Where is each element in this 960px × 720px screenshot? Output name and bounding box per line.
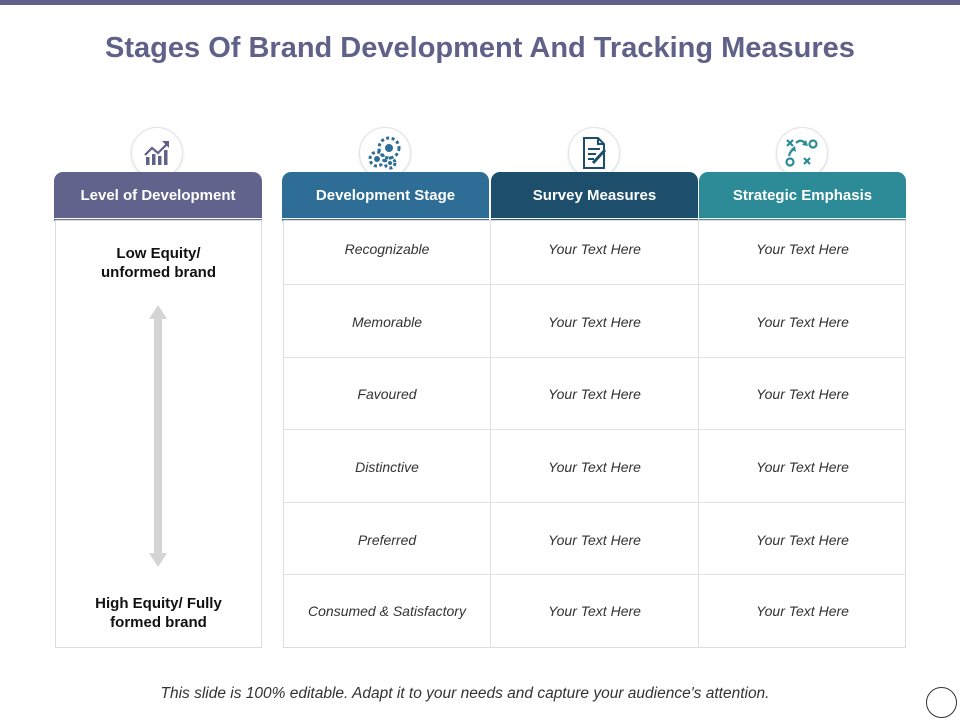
growth-chart-icon [131, 127, 183, 179]
table-cell-stage: Preferred [284, 503, 491, 575]
table-cell-strategic: Your Text Here [699, 285, 906, 358]
table-cell-stage: Consumed & Satisfactory [284, 575, 491, 648]
table-cell-stage: Favoured [284, 358, 491, 430]
gears-icon [359, 127, 411, 179]
table-cell-survey: Your Text Here [491, 503, 699, 575]
footer-note: This slide is 100% editable. Adapt it to… [160, 685, 770, 702]
table-cell-survey: Your Text Here [491, 430, 699, 503]
table-cell-stage: Recognizable [284, 221, 491, 285]
level-bottom-label: High Equity/ Fully formed brand [95, 595, 222, 631]
slide-title: Stages Of Brand Development And Tracking… [105, 32, 855, 64]
table-cell-survey: Your Text Here [491, 358, 699, 430]
header-strategic-emphasis: Strategic Emphasis [699, 172, 906, 221]
double-arrow-icon [149, 305, 167, 567]
level-panel: Low Equity/ unformed brand High Equity/ … [55, 220, 262, 648]
table-cell-strategic: Your Text Here [756, 603, 849, 619]
document-edit-icon [568, 127, 620, 179]
table-cell-stage: Memorable [284, 285, 491, 358]
stages-table: Recognizable Your Text Here Your Text Here… [283, 220, 906, 648]
header-level-of-development: Level of Development [54, 172, 262, 221]
table-cell-strategic: Your Text Here [699, 430, 906, 503]
table-cell-strategic: Your Text Here [699, 503, 906, 575]
header-survey-measures: Survey Measures [491, 172, 698, 221]
level-top-label: Low Equity/ unformed brand [101, 245, 216, 281]
table-cell-strategic: Your Text Here [699, 358, 906, 430]
table-cell-survey: Your Text Here [491, 285, 699, 358]
table-cell-survey: Your Text Here [491, 575, 699, 648]
top-accent-bar [0, 0, 960, 5]
table-cell-strategic: Your Text Here [699, 221, 906, 285]
table-cell-stage: Distinctive [284, 430, 491, 503]
header-development-stage: Development Stage [282, 172, 489, 221]
table-cell-survey: Your Text Here [491, 221, 699, 285]
corner-circle-icon [926, 687, 957, 718]
